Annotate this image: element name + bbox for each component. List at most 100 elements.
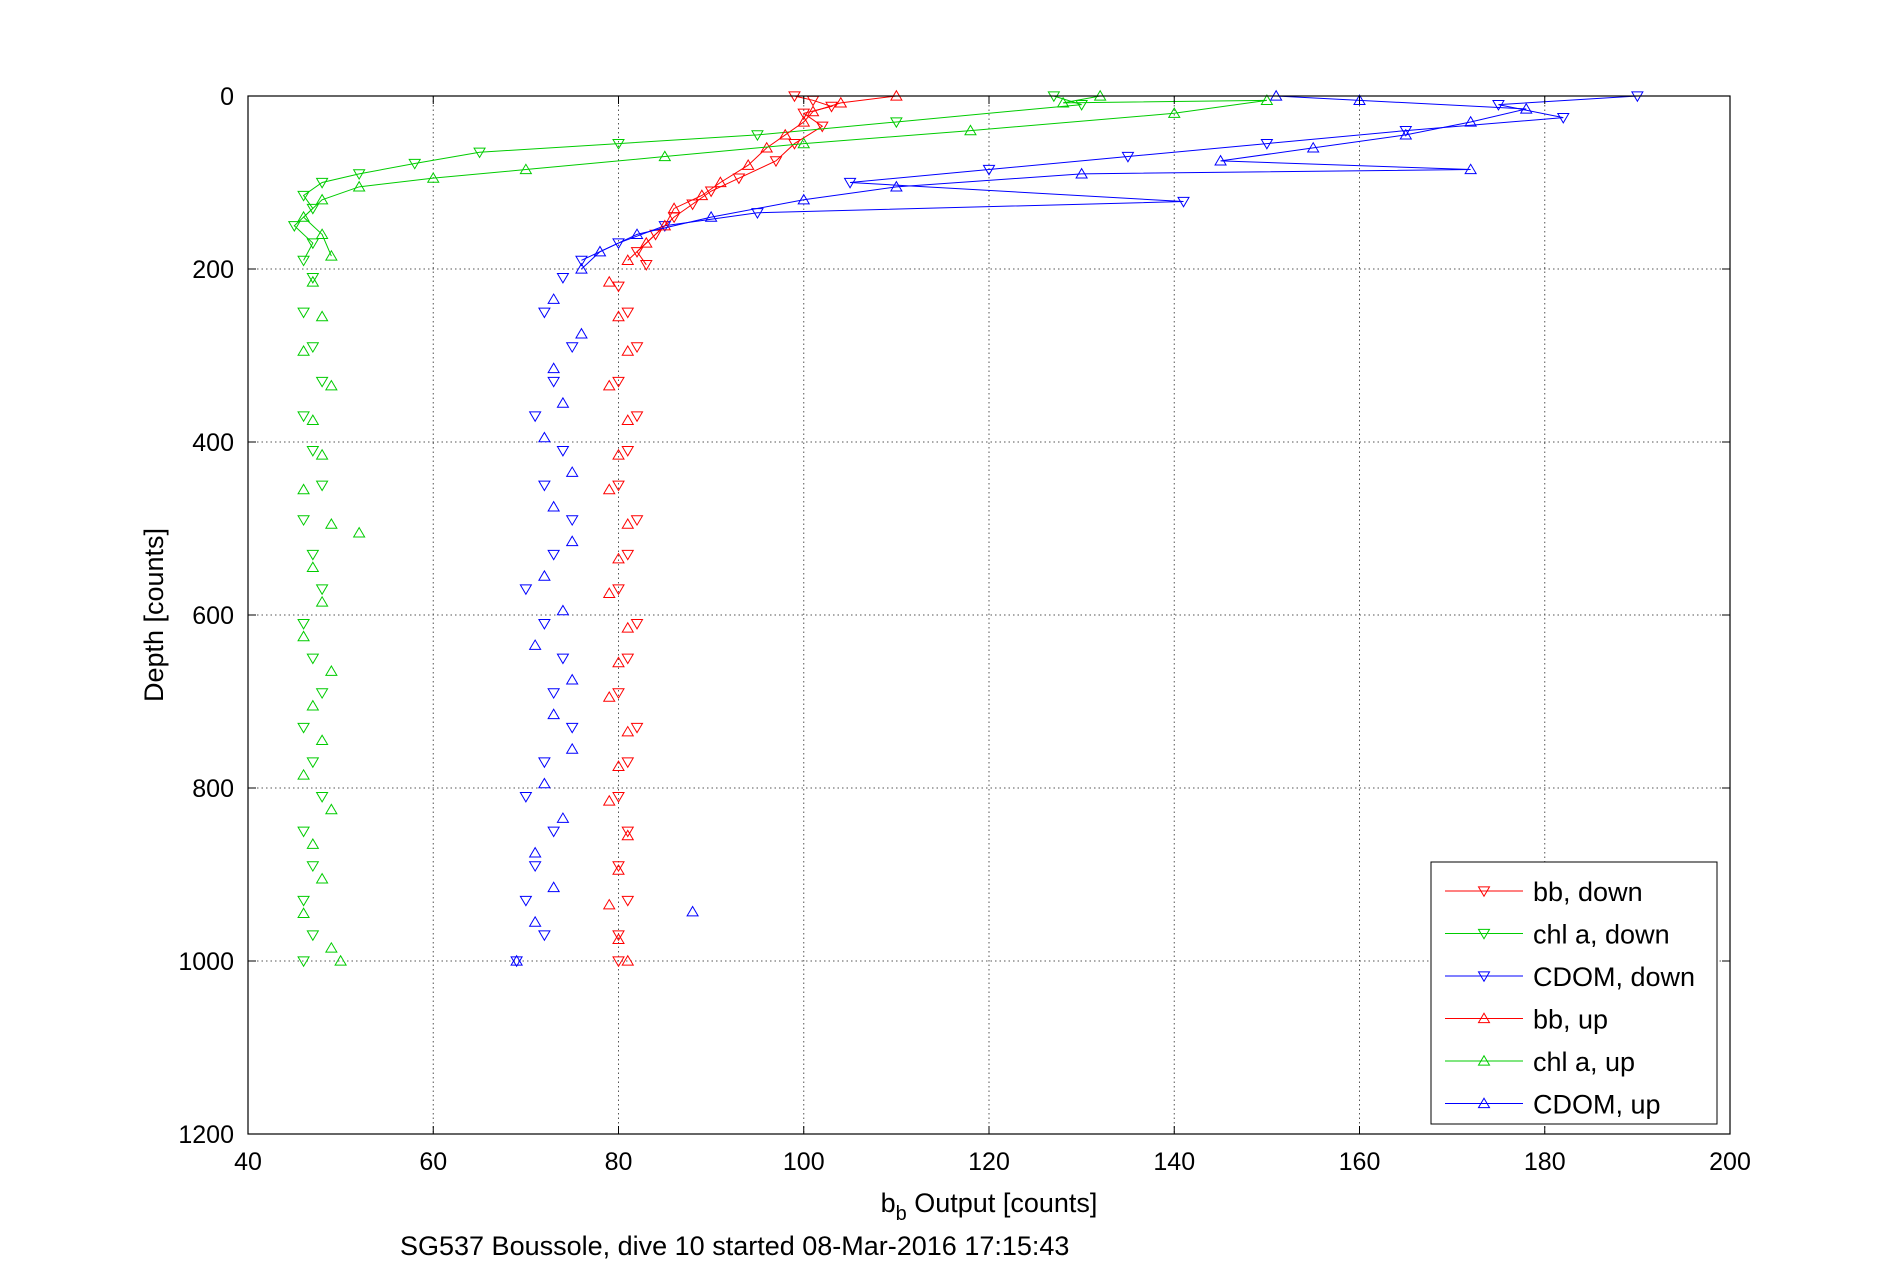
data-point bbox=[732, 173, 746, 185]
data-point bbox=[528, 846, 542, 858]
data-point bbox=[297, 722, 310, 734]
data-point bbox=[297, 826, 310, 838]
x-tick-label: 200 bbox=[1709, 1148, 1751, 1176]
data-point bbox=[547, 362, 561, 374]
data-point bbox=[556, 653, 570, 665]
data-point bbox=[510, 954, 523, 966]
data-point bbox=[297, 895, 310, 907]
data-point bbox=[315, 228, 329, 240]
legend-label: chl a, up bbox=[1533, 1047, 1635, 1077]
data-point bbox=[797, 137, 811, 149]
data-point bbox=[306, 549, 320, 561]
data-point bbox=[751, 130, 764, 142]
x-tick-label: 60 bbox=[419, 1148, 447, 1176]
data-point bbox=[565, 535, 579, 547]
data-point bbox=[324, 665, 338, 676]
data-point bbox=[639, 236, 653, 248]
data-point bbox=[315, 872, 329, 884]
legend-label: chl a, down bbox=[1533, 920, 1670, 950]
data-point bbox=[575, 262, 588, 274]
data-point bbox=[315, 193, 329, 205]
data-point bbox=[1353, 94, 1366, 105]
data-point bbox=[621, 254, 635, 265]
data-point bbox=[602, 898, 616, 910]
x-axis-label: bb Output [counts] bbox=[881, 1188, 1098, 1225]
data-point bbox=[695, 189, 709, 201]
data-point bbox=[630, 619, 644, 630]
data-point bbox=[612, 956, 625, 968]
data-point bbox=[612, 933, 625, 944]
data-point bbox=[1399, 128, 1413, 140]
data-point bbox=[815, 121, 829, 133]
data-point bbox=[612, 760, 625, 771]
data-point bbox=[306, 561, 320, 573]
data-point bbox=[621, 757, 635, 769]
data-point bbox=[352, 526, 366, 538]
data-point bbox=[297, 768, 310, 780]
data-point bbox=[612, 584, 625, 596]
data-point bbox=[621, 344, 635, 356]
data-point bbox=[797, 108, 811, 120]
data-point bbox=[315, 177, 329, 189]
data-point bbox=[890, 117, 903, 129]
data-point bbox=[621, 895, 635, 907]
data-point bbox=[1260, 94, 1274, 105]
data-point bbox=[315, 792, 329, 803]
y-tick-label: 800 bbox=[192, 775, 234, 803]
data-point bbox=[547, 376, 561, 388]
data-point bbox=[630, 722, 644, 734]
data-point bbox=[797, 193, 811, 205]
data-point bbox=[602, 690, 616, 702]
data-point bbox=[297, 307, 310, 319]
data-point bbox=[982, 164, 996, 176]
data-point bbox=[538, 431, 551, 443]
data-point bbox=[686, 905, 699, 917]
legend-label: CDOM, down bbox=[1533, 962, 1695, 992]
data-point bbox=[528, 861, 542, 873]
data-point bbox=[621, 829, 635, 841]
data-point bbox=[426, 171, 440, 183]
data-point bbox=[612, 552, 625, 564]
data-point bbox=[621, 621, 635, 633]
data-point bbox=[306, 930, 320, 942]
data-point bbox=[297, 344, 310, 356]
data-point bbox=[297, 515, 310, 527]
x-tick-label: 80 bbox=[605, 1148, 633, 1176]
data-point bbox=[547, 881, 561, 893]
data-point bbox=[593, 245, 607, 257]
data-point bbox=[565, 742, 579, 754]
data-point bbox=[306, 699, 320, 711]
data-point bbox=[297, 619, 310, 630]
data-point bbox=[602, 275, 616, 287]
y-axis-label: Depth [counts] bbox=[139, 528, 169, 702]
data-point bbox=[1556, 113, 1570, 124]
legend-marker bbox=[1477, 886, 1491, 898]
legend-marker bbox=[1477, 928, 1491, 940]
data-point bbox=[297, 483, 310, 495]
data-point bbox=[538, 777, 551, 789]
y-axis-ticks: 0 200 400 600 800 1000 1200 bbox=[178, 83, 1730, 1149]
legend-marker bbox=[1477, 1012, 1491, 1024]
data-point bbox=[621, 549, 635, 561]
data-point bbox=[834, 96, 848, 108]
data-point bbox=[890, 180, 903, 192]
data-point bbox=[547, 293, 561, 304]
data-point bbox=[324, 379, 338, 391]
y-tick-label: 400 bbox=[192, 429, 234, 457]
data-point bbox=[528, 411, 542, 423]
data-point bbox=[306, 414, 320, 425]
data-point bbox=[602, 794, 616, 806]
data-point bbox=[602, 379, 616, 391]
data-point bbox=[630, 411, 644, 423]
legend-label: bb, down bbox=[1533, 877, 1643, 907]
data-point bbox=[287, 221, 301, 232]
data-point bbox=[297, 255, 310, 267]
y-tick-label: 200 bbox=[192, 256, 234, 284]
data-point bbox=[538, 307, 551, 319]
data-point bbox=[639, 260, 653, 271]
x-tick-label: 120 bbox=[968, 1148, 1010, 1176]
data-point bbox=[1464, 163, 1478, 175]
legend-marker bbox=[1477, 971, 1491, 983]
data-point bbox=[843, 177, 857, 189]
